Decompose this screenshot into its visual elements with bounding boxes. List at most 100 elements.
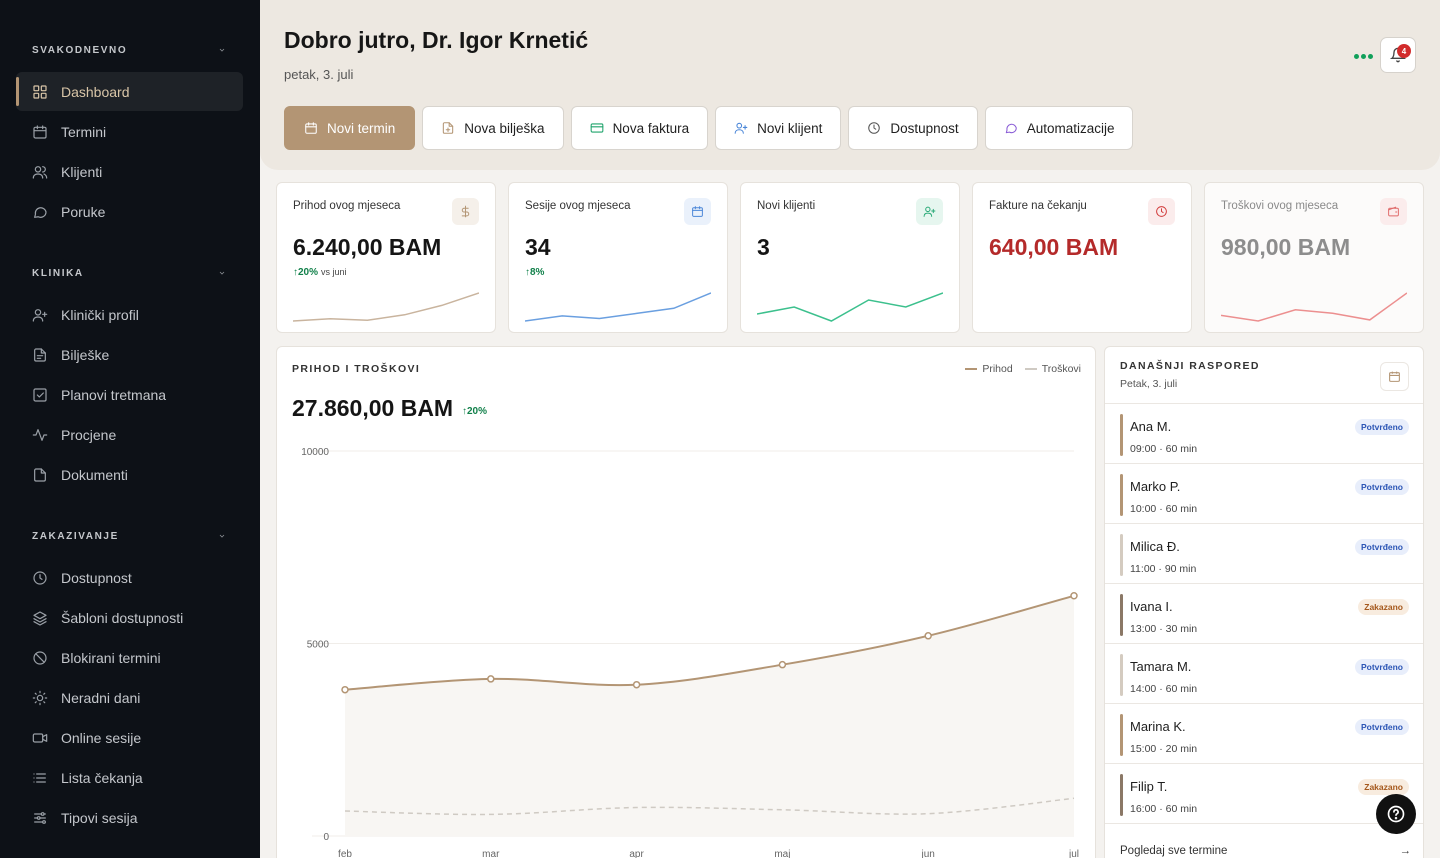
page-title: Dobro jutro, Dr. Igor Krnetić: [284, 27, 589, 53]
sidebar-item-blokirani-termini[interactable]: Blokirani termini: [16, 638, 243, 677]
sparkline: [293, 292, 479, 322]
sidebar-item-lista-cekanja[interactable]: Lista čekanja: [16, 758, 243, 797]
appointment-item[interactable]: Marko P. 10:00 · 60 min Potvrđeno: [1105, 464, 1423, 524]
chevron-down-icon: [219, 534, 225, 538]
sidebar-item-dashboard[interactable]: Dashboard: [16, 72, 243, 111]
stats-row: Prihod ovog mjeseca 6.240,00 BAM ↑20% vs ju…: [276, 182, 1424, 333]
sparkline: [1221, 292, 1407, 322]
quick-action-nova-faktura[interactable]: Nova faktura: [570, 106, 709, 150]
series-line-prihod: [344, 594, 1075, 691]
sidebar: SVAKODNEVNO Dashboard Termini Klijenti Poruk…: [0, 0, 260, 858]
appointment-list: Ana M. 09:00 · 60 min Potvrđeno Marko P. 10:…: [1105, 403, 1423, 824]
chart-title: PRIHOD I TROŠKOVI: [292, 363, 421, 375]
help-button[interactable]: [1376, 794, 1416, 834]
appointment-client: Marko P.: [1130, 479, 1181, 494]
appointment-color-bar: [1120, 474, 1123, 516]
appointment-client: Filip T.: [1130, 779, 1168, 794]
quick-action-novi-klijent[interactable]: Novi klijent: [715, 106, 842, 150]
message-icon: [1005, 123, 1017, 134]
appointment-color-bar: [1120, 594, 1123, 636]
sidebar-item-label: Lista čekanja: [61, 769, 143, 786]
revenue-expenses-chart: 0 5000 10000 feb mar apr maj jun jul: [301, 447, 1079, 858]
current-date: petak, 3. juli: [284, 67, 354, 82]
schedule-date: Petak, 3. juli: [1120, 378, 1178, 390]
wallet-icon: [1388, 206, 1399, 217]
quick-action-automatizacije[interactable]: Automatizacije: [984, 106, 1134, 150]
stat-card-fakture-na-cekanju[interactable]: Fakture na čekanju 640,00 BAM: [972, 182, 1192, 333]
data-point-prihod-feb: [341, 685, 349, 694]
revenue-expenses-panel: 0 5000 10000 feb mar apr maj jun jul PRIHOD I TR…: [276, 346, 1096, 858]
stat-label: Fakture na čekanju: [989, 200, 1087, 212]
sidebar-item-klijenti[interactable]: Klijenti: [16, 152, 243, 191]
stat-card-sesije-ovog-mjeseca[interactable]: Sesije ovog mjeseca 34 ↑8%: [508, 182, 728, 333]
y-tick-label: 10000: [301, 447, 329, 458]
sidebar-item-label: Blokirani termini: [61, 649, 161, 666]
calendar-icon: [305, 122, 317, 134]
view-all-appointments-link[interactable]: Pogledaj sve termine →: [1120, 845, 1411, 857]
series-area-prihod: [345, 595, 1074, 836]
video-icon: [32, 732, 48, 743]
sidebar-item-label: Bilješke: [61, 346, 110, 363]
nav-section-header[interactable]: SVAKODNEVNO: [0, 38, 260, 62]
sidebar-item-biljeske[interactable]: Bilješke: [16, 335, 243, 374]
quick-actions: Novi termin Nova bilješka Nova faktura Novi…: [284, 106, 1134, 150]
appointment-color-bar: [1120, 654, 1123, 696]
legend-item-troskovi: Troškovi: [1024, 363, 1081, 375]
user-plus-icon: [734, 122, 748, 134]
sidebar-item-label: Tipovi sesija: [61, 809, 138, 826]
sidebar-item-tipovi-sesija[interactable]: Tipovi sesija: [16, 798, 243, 837]
sidebar-item-label: Dostupnost: [61, 569, 132, 586]
arrow-right-icon: →: [1399, 845, 1412, 857]
nav-section-header[interactable]: ZAKAZIVANJE: [0, 524, 260, 548]
clock-icon: [868, 122, 881, 134]
status-badge: Potvrđeno: [1354, 659, 1409, 675]
appointment-item[interactable]: Marina K. 15:00 · 20 min Potvrđeno: [1105, 704, 1423, 764]
sliders-icon: [34, 811, 46, 824]
sparkline-line: [293, 292, 479, 322]
quick-action-nova-biljeska[interactable]: Nova bilješka: [422, 106, 564, 150]
quick-action-dostupnost[interactable]: Dostupnost: [848, 106, 978, 150]
sidebar-item-procjene[interactable]: Procjene: [16, 415, 243, 454]
quick-action-novi-termin[interactable]: Novi termin: [284, 106, 416, 150]
appointment-item[interactable]: Ana M. 09:00 · 60 min Potvrđeno: [1105, 404, 1423, 464]
sidebar-item-label: Procjene: [61, 426, 117, 443]
notifications-button[interactable]: 4: [1380, 37, 1416, 73]
appointment-client: Ana M.: [1130, 419, 1172, 434]
sidebar-item-termini[interactable]: Termini: [16, 112, 243, 151]
series-line-troskovi: [344, 797, 1075, 816]
user-plus-icon: [32, 308, 48, 322]
status-badge: Potvrđeno: [1354, 539, 1409, 555]
stat-label: Prihod ovog mjeseca: [293, 200, 401, 212]
nav-section-header[interactable]: KLINIKA: [0, 261, 260, 285]
sidebar-item-dostupnost[interactable]: Dostupnost: [16, 558, 243, 597]
chart-change: ↑20%: [462, 406, 488, 417]
appointment-item[interactable]: Tamara M. 14:00 · 60 min Potvrđeno: [1105, 644, 1423, 704]
appointment-item[interactable]: Milica Đ. 11:00 · 90 min Potvrđeno: [1105, 524, 1423, 584]
checklist-icon: [33, 387, 47, 402]
sidebar-item-label: Dokumenti: [61, 466, 128, 483]
sidebar-item-klinicki-profil[interactable]: Klinički profil: [16, 295, 243, 334]
appointment-item[interactable]: Ivana I. 13:00 · 30 min Zakazano: [1105, 584, 1423, 644]
stat-value: 980,00 BAM: [1221, 234, 1351, 260]
todays-schedule: DANAŠNJI RASPORED Petak, 3. juli Ana M. 0…: [1104, 346, 1424, 858]
sidebar-item-sabloni-dostupnosti[interactable]: Šabloni dostupnosti: [16, 598, 243, 637]
schedule-calendar-button[interactable]: [1380, 362, 1409, 391]
appointment-color-bar: [1120, 714, 1123, 756]
stat-card-prihod-ovog-mjeseca[interactable]: Prihod ovog mjeseca 6.240,00 BAM ↑20% vs ju…: [276, 182, 496, 333]
stat-card-novi-klijenti[interactable]: Novi klijenti 3: [740, 182, 960, 333]
sidebar-item-planovi-tretmana[interactable]: Planovi tretmana: [16, 375, 243, 414]
status-badge: Potvrđeno: [1354, 719, 1409, 735]
block-icon: [33, 650, 47, 665]
sidebar-item-neradni-dani[interactable]: Neradni dani: [16, 678, 243, 717]
data-point-prihod-jul: [1070, 592, 1078, 600]
stat-card-troskovi-ovog-mjeseca[interactable]: Troškovi ovog mjeseca 980,00 BAM: [1204, 182, 1424, 333]
credit-card-icon: [590, 123, 603, 133]
sidebar-item-online-sesije[interactable]: Online sesije: [16, 718, 243, 757]
user-plus-icon: [923, 206, 936, 217]
appointment-item[interactable]: Filip T. 16:00 · 60 min Zakazano: [1105, 764, 1423, 824]
stat-value: 34: [525, 234, 551, 260]
appointment-time: 11:00 · 90 min: [1130, 563, 1197, 575]
x-tick-label: apr: [629, 849, 644, 858]
sidebar-item-poruke[interactable]: Poruke: [16, 192, 243, 231]
sidebar-item-dokumenti[interactable]: Dokumenti: [16, 455, 243, 494]
